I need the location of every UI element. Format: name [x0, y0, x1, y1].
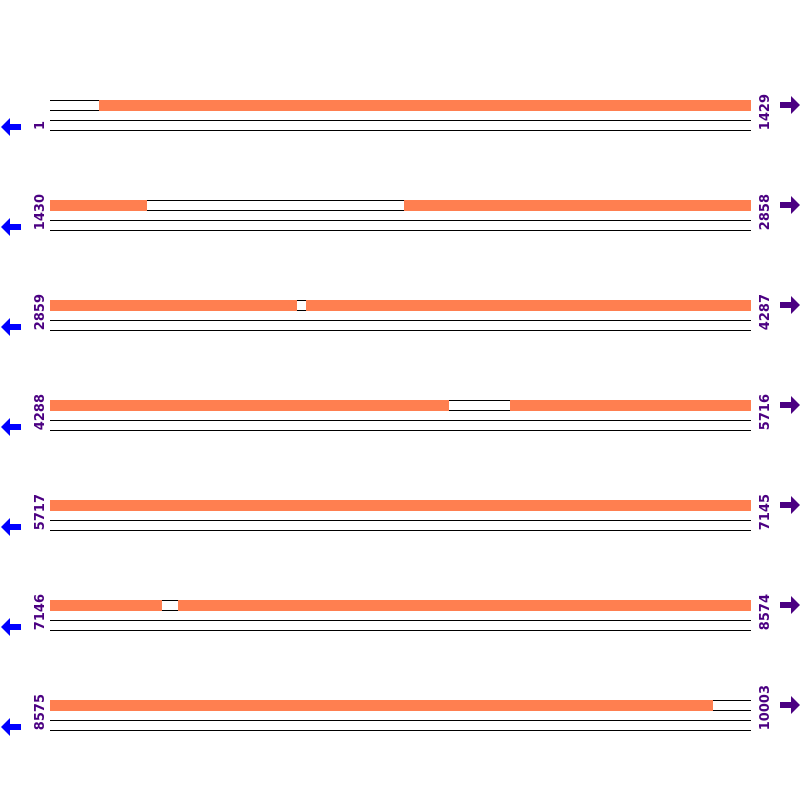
sequence-row: 1430 2858	[0, 194, 800, 240]
coverage-track	[50, 400, 751, 411]
strand-line	[50, 120, 751, 121]
end-position-label: 4287	[758, 293, 773, 330]
sequence-row: 1 1429	[0, 94, 800, 140]
end-position-label: 5716	[758, 393, 773, 430]
start-position-label: 8575	[33, 693, 48, 730]
arrow-left-icon[interactable]	[0, 116, 22, 138]
track-border-line	[50, 200, 751, 201]
strand-line	[50, 620, 751, 621]
coverage-track	[50, 300, 751, 311]
arrow-left-icon[interactable]	[0, 216, 22, 238]
end-position-label: 1429	[758, 93, 773, 130]
strand-line	[50, 330, 751, 331]
arrow-right-icon[interactable]	[779, 194, 800, 216]
arrow-right-icon[interactable]	[779, 294, 800, 316]
sequence-row: 5717 7145	[0, 494, 800, 540]
covered-segment	[306, 300, 751, 311]
arrow-left-icon[interactable]	[0, 616, 22, 638]
arrow-right-icon[interactable]	[779, 594, 800, 616]
coverage-track	[50, 600, 751, 611]
covered-segment	[99, 100, 751, 111]
arrow-left-icon[interactable]	[0, 416, 22, 438]
strand-line	[50, 730, 751, 731]
coverage-track	[50, 700, 751, 711]
strand-line	[50, 520, 751, 521]
strand-line	[50, 230, 751, 231]
track-border-line	[50, 210, 751, 211]
sequence-row: 4288 5716	[0, 394, 800, 440]
arrow-right-icon[interactable]	[779, 694, 800, 716]
arrow-right-icon[interactable]	[779, 494, 800, 516]
strand-line	[50, 630, 751, 631]
strand-line	[50, 530, 751, 531]
start-position-label: 2859	[33, 293, 48, 330]
strand-line	[50, 420, 751, 421]
coverage-track	[50, 200, 751, 211]
covered-segment	[50, 300, 297, 311]
start-position-label: 1430	[33, 193, 48, 230]
end-position-label: 8574	[758, 593, 773, 630]
coverage-track	[50, 500, 751, 511]
strand-line	[50, 430, 751, 431]
strand-line	[50, 130, 751, 131]
start-position-label: 7146	[33, 593, 48, 630]
sequence-row: 2859 4287	[0, 294, 800, 340]
sequence-row: 7146 8574	[0, 594, 800, 640]
covered-segment	[50, 400, 449, 411]
covered-segment	[404, 200, 751, 211]
arrow-left-icon[interactable]	[0, 316, 22, 338]
sequence-row: 8575 10003	[0, 685, 800, 740]
covered-segment	[510, 400, 751, 411]
covered-segment	[178, 600, 751, 611]
end-position-label: 7145	[758, 493, 773, 530]
start-position-label: 4288	[33, 393, 48, 430]
end-position-label: 10003	[758, 684, 773, 730]
covered-segment	[50, 200, 147, 211]
arrow-right-icon[interactable]	[779, 394, 800, 416]
start-position-label: 5717	[33, 493, 48, 530]
strand-line	[50, 220, 751, 221]
arrow-left-icon[interactable]	[0, 716, 22, 738]
end-position-label: 2858	[758, 193, 773, 230]
covered-segment	[50, 500, 751, 511]
arrow-right-icon[interactable]	[779, 94, 800, 116]
strand-line	[50, 320, 751, 321]
coverage-track	[50, 100, 751, 111]
start-position-label: 1	[33, 120, 48, 130]
arrow-left-icon[interactable]	[0, 516, 22, 538]
strand-line	[50, 720, 751, 721]
covered-segment	[50, 700, 713, 711]
covered-segment	[50, 600, 162, 611]
